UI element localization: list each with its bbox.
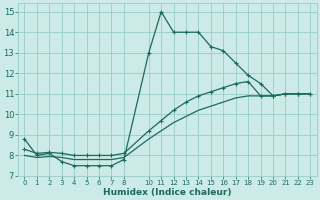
X-axis label: Humidex (Indice chaleur): Humidex (Indice chaleur) [103, 188, 232, 197]
